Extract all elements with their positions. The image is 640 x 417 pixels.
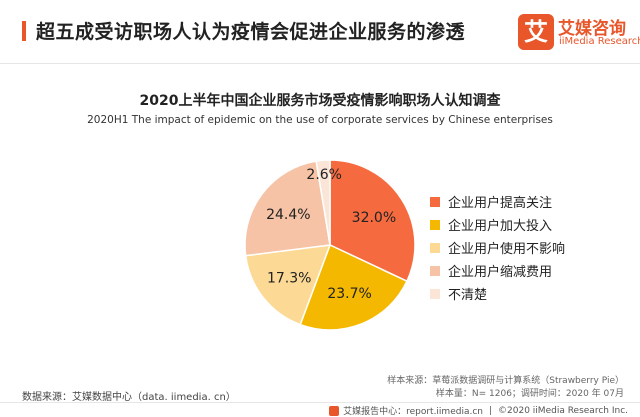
header-accent-bar	[22, 21, 26, 41]
legend-item-1: 企业用户加大投入	[430, 213, 630, 236]
legend-label-0: 企业用户提高关注	[448, 196, 553, 211]
legend-swatch-1	[430, 219, 440, 230]
chart-subtitle: 2020H1 The impact of epidemic on the use…	[87, 114, 553, 126]
legend-label-3: 企业用户缩减费用	[448, 265, 553, 280]
footer-separator: |	[488, 405, 493, 416]
chart-legend: 企业用户提高关注 企业用户加大投入 企业用户使用不影响 企业用户缩减费用 不清楚	[430, 190, 630, 305]
legend-item-4: 不清楚	[430, 282, 630, 305]
report-center-link[interactable]: 艾媒报告中心：report.iimedia.cn	[343, 407, 483, 417]
pie-slice-0	[329, 159, 416, 283]
pie-slice-2	[244, 244, 332, 326]
sample-size: 样本量：N= 1206；调研时间：2020 年 07月	[435, 389, 624, 399]
pie-slice-label-0: 32.0%	[352, 210, 396, 226]
pie-slice-1	[299, 243, 408, 331]
logo-mark-icon: 艾	[518, 14, 554, 50]
legend-item-3: 企业用户缩减费用	[430, 259, 630, 282]
legend-swatch-0	[430, 196, 440, 207]
page-title: 超五成受访职场人认为疫情会促进企业服务的渗透	[36, 21, 466, 43]
pie-slice-4	[315, 159, 331, 246]
legend-swatch-4	[430, 288, 440, 299]
header: 超五成受访职场人认为疫情会促进企业服务的渗透 艾 艾媒咨询 iiMedia Re…	[0, 0, 640, 62]
footer: 艾媒报告中心：report.iimedia.cn | ©2020 iiMedia…	[329, 404, 628, 417]
legend-label-1: 企业用户加大投入	[448, 219, 553, 234]
pie-slice-3	[244, 160, 331, 257]
chart-title: 2020上半年中国企业服务市场受疫情影响职场人认知调查	[139, 93, 501, 109]
logo-cn-text: 艾媒咨询	[558, 19, 626, 39]
pie-chart: 32.0% 23.7% 17.3% 24.4% 2.6%	[244, 159, 416, 331]
header-divider	[0, 63, 640, 64]
pie-slice-label-3: 24.4%	[266, 207, 310, 223]
data-source: 数据来源：艾媒数据中心（data. iimedia. cn）	[22, 392, 236, 403]
pie-slice-label-4: 2.6%	[306, 167, 342, 183]
copyright: ©2020 iiMedia Research Inc.	[498, 405, 628, 416]
sample-info: 样本来源：草莓派数据调研与计算系统（Strawberry Pie） 样本量：N=…	[387, 375, 624, 401]
legend-item-0: 企业用户提高关注	[430, 190, 630, 213]
report-center-icon	[329, 405, 340, 416]
legend-swatch-3	[430, 265, 440, 276]
legend-label-4: 不清楚	[448, 288, 488, 303]
sample-source: 样本来源：草莓派数据调研与计算系统（Strawberry Pie）	[387, 376, 624, 386]
iimedia-logo: 艾 艾媒咨询 iiMedia Research	[518, 12, 640, 52]
logo-en-text: iiMedia Research	[559, 36, 640, 47]
legend-item-2: 企业用户使用不影响	[430, 236, 630, 259]
pie-slice-label-1: 23.7%	[327, 286, 371, 302]
legend-swatch-2	[430, 242, 440, 253]
legend-label-2: 企业用户使用不影响	[448, 242, 566, 257]
pie-slice-label-2: 17.3%	[267, 270, 311, 286]
footer-divider	[0, 402, 640, 403]
